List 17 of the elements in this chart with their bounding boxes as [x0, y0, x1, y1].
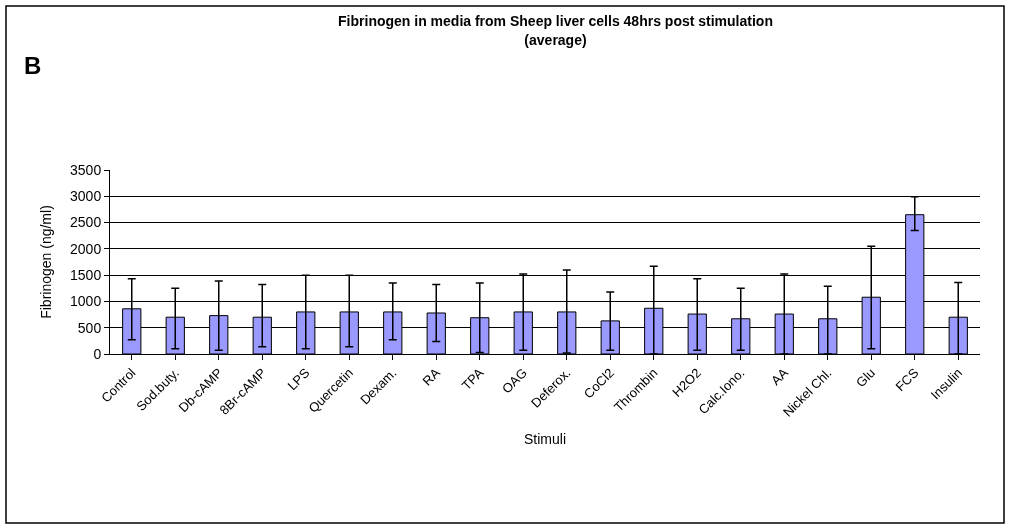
y-tick-label: 2500 — [70, 214, 102, 231]
y-tick-label: 3500 — [70, 161, 102, 178]
y-tick-label: 1000 — [70, 293, 102, 310]
x-tick-label: Glu — [853, 365, 878, 391]
x-tick-label: RA — [419, 364, 444, 389]
y-tick-label: 1500 — [70, 267, 102, 284]
y-axis-title: Fibrinogen (ng/ml) — [37, 205, 54, 319]
x-axis-title: Stimuli — [523, 431, 567, 448]
y-tick-label: 0 — [93, 345, 102, 362]
y-tick-label: 2000 — [70, 240, 102, 257]
x-tick-label: AA — [768, 364, 792, 389]
x-tick-label: TPA — [458, 364, 487, 394]
text: B — [24, 52, 42, 79]
chart-title: Fibrinogen in media from Sheep liver cells 48hrs post stimulation (average) — [338, 13, 773, 48]
y-tick-label: 3000 — [70, 188, 102, 205]
y-tick-label: 500 — [77, 319, 102, 336]
x-tick-label: LPS — [284, 364, 313, 394]
